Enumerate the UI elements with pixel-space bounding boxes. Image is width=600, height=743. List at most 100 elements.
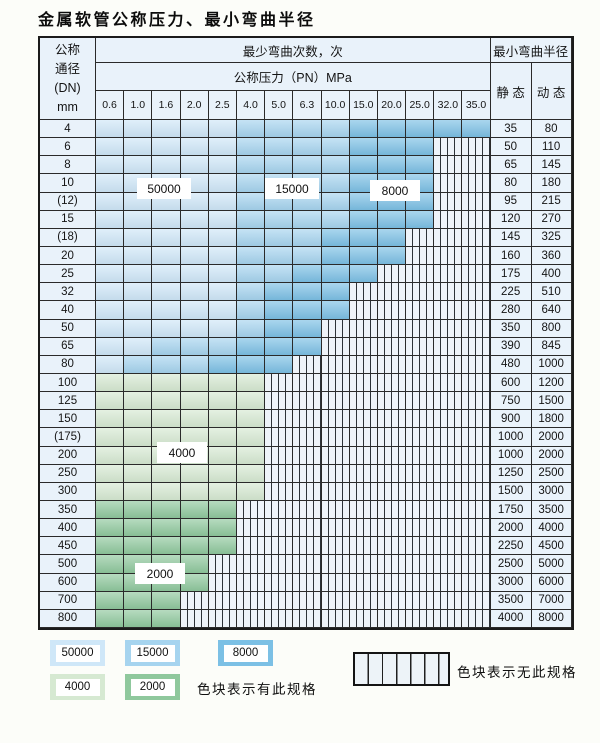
- dn-cell: 10: [40, 174, 96, 193]
- spec-cell: [124, 500, 153, 520]
- spec-cell: [152, 337, 181, 356]
- no-spec-cell: [321, 591, 350, 610]
- dynamic-value-cell: 2000: [531, 428, 572, 447]
- spec-cell: [377, 156, 407, 175]
- spec-cell: [124, 337, 153, 356]
- spec-cell: [96, 555, 125, 574]
- no-spec-cell: [265, 446, 294, 465]
- spec-cell: [124, 120, 153, 139]
- no-spec-cell: [349, 355, 378, 374]
- no-spec-cell: [349, 482, 378, 501]
- spec-cell: [152, 156, 181, 175]
- spec-cell: [265, 265, 294, 284]
- dn-cell: 80: [40, 355, 96, 374]
- spec-cell: [406, 138, 435, 157]
- dynamic-value-cell: 80: [531, 120, 572, 139]
- dn-header-line1: 公称: [54, 42, 80, 57]
- spec-cell: [236, 138, 266, 157]
- spec-cell: [96, 537, 125, 556]
- legend-swatch-2000: 2000: [125, 674, 180, 700]
- no-spec-cell: [406, 482, 435, 501]
- no-spec-cell: [208, 573, 237, 592]
- no-spec-cell: [265, 373, 294, 393]
- spec-table: 公称 通径 (DN) mm 最少弯曲次数，次 公称压力（PN）MPa 最小弯曲半…: [38, 36, 574, 630]
- no-spec-cell: [377, 355, 407, 374]
- no-spec-cell: [377, 446, 407, 465]
- spec-cell: [152, 591, 181, 610]
- static-header: 静 态: [490, 63, 532, 120]
- spec-cell: [293, 138, 322, 157]
- spec-cell: [208, 519, 237, 538]
- spec-cell: [406, 120, 435, 139]
- no-spec-cell: [236, 591, 266, 610]
- spec-cell: [236, 283, 266, 302]
- no-spec-cell: [265, 392, 294, 411]
- dn-cell: 800: [40, 609, 96, 628]
- no-spec-cell: [406, 555, 435, 574]
- spec-cell: [208, 337, 237, 356]
- no-spec-cell: [377, 555, 407, 574]
- spec-cell: [124, 519, 153, 538]
- pressure-col-header: 4.0: [236, 91, 266, 120]
- spec-cell: [96, 210, 125, 229]
- no-spec-cell: [406, 500, 435, 520]
- no-spec-cell: [377, 283, 407, 302]
- no-spec-cell: [462, 355, 491, 374]
- spec-cell: [321, 156, 350, 175]
- spec-cell: [124, 319, 153, 338]
- spec-cell: [124, 156, 153, 175]
- spec-cell: [152, 609, 181, 628]
- dynamic-value-cell: 510: [531, 283, 572, 302]
- spec-cell: [208, 410, 237, 429]
- static-value-cell: 600: [490, 373, 532, 393]
- spec-cell: [321, 301, 350, 320]
- no-spec-cell: [293, 609, 322, 628]
- pressure-col-header: 10.0: [321, 91, 350, 120]
- static-value-cell: 80: [490, 174, 532, 193]
- no-spec-cell: [265, 500, 294, 520]
- spec-cell: [349, 228, 378, 247]
- spec-cell: [208, 373, 237, 393]
- spec-cell: [265, 246, 294, 266]
- no-spec-cell: [265, 464, 294, 483]
- spec-cell: [180, 301, 209, 320]
- spec-cell: [208, 464, 237, 483]
- spec-cell: [208, 428, 237, 447]
- dn-cell: 600: [40, 573, 96, 592]
- dn-cell: 50: [40, 319, 96, 338]
- dn-cell: 20: [40, 246, 96, 266]
- no-spec-cell: [462, 265, 491, 284]
- dn-cell: 200: [40, 446, 96, 465]
- no-spec-cell: [406, 519, 435, 538]
- spec-cell: [124, 464, 153, 483]
- no-spec-cell: [406, 537, 435, 556]
- spec-cell: [96, 138, 125, 157]
- legend-no-spec-swatch: [353, 652, 450, 686]
- dynamic-value-cell: 4000: [531, 519, 572, 538]
- spec-cell: [96, 246, 125, 266]
- spec-cell: [293, 228, 322, 247]
- no-spec-cell: [236, 500, 266, 520]
- spec-cell: [96, 591, 125, 610]
- no-spec-cell: [377, 392, 407, 411]
- no-spec-cell: [293, 464, 322, 483]
- no-spec-cell: [321, 537, 350, 556]
- no-spec-cell: [377, 591, 407, 610]
- no-spec-cell: [462, 319, 491, 338]
- no-spec-cell: [377, 573, 407, 592]
- no-spec-cell: [406, 573, 435, 592]
- no-spec-cell: [265, 573, 294, 592]
- no-spec-cell: [321, 555, 350, 574]
- no-spec-cell: [462, 410, 491, 429]
- static-value-cell: 1500: [490, 482, 532, 501]
- no-spec-cell: [377, 319, 407, 338]
- spec-cell: [321, 246, 350, 266]
- pressure-col-header: 6.3: [293, 91, 322, 120]
- spec-cell: [124, 591, 153, 610]
- static-value-cell: 95: [490, 192, 532, 211]
- spec-cell: [293, 301, 322, 320]
- dn-cell: (175): [40, 428, 96, 447]
- no-spec-cell: [434, 482, 463, 501]
- no-spec-cell: [180, 609, 209, 628]
- spec-cell: [208, 446, 237, 465]
